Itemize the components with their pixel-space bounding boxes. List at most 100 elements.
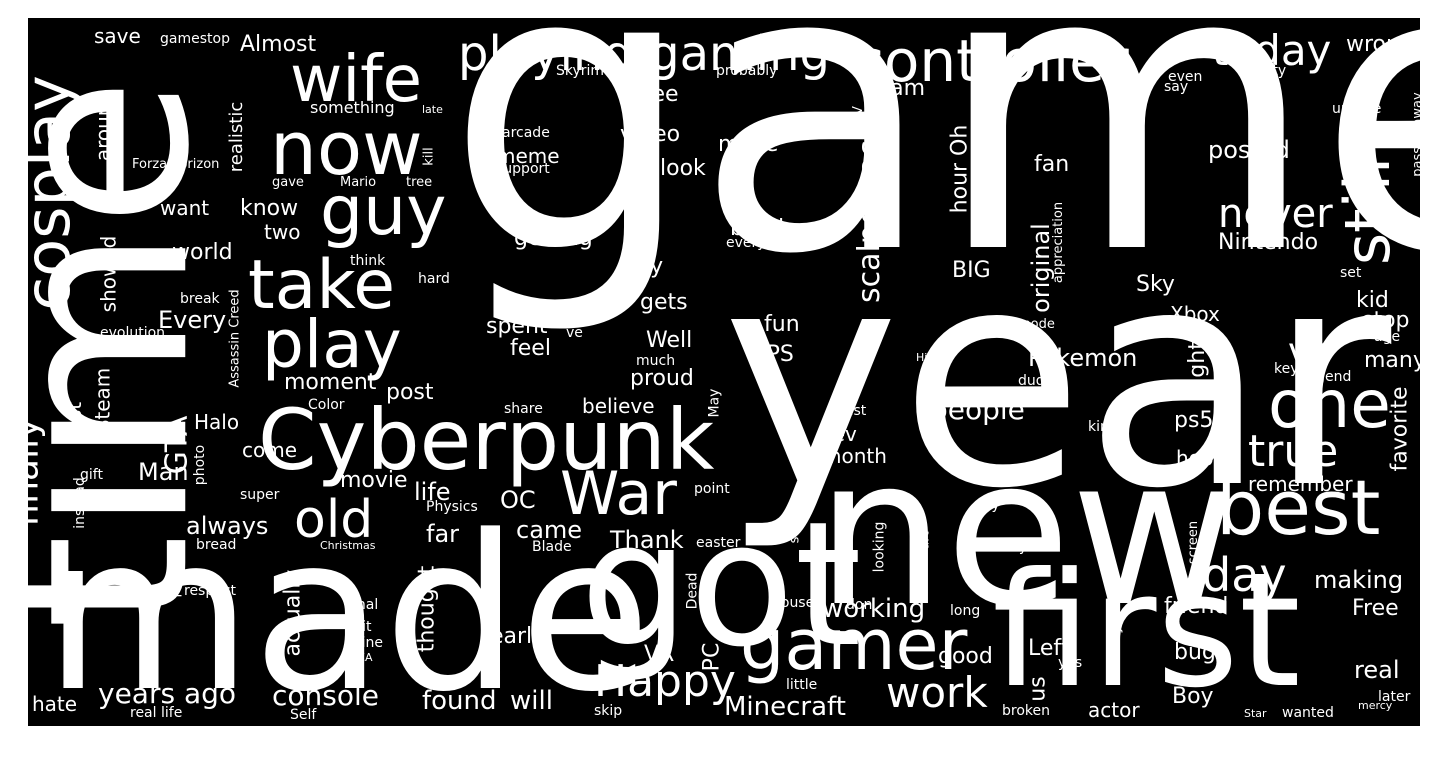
word-war: War <box>560 459 677 529</box>
word-thank: Thank <box>610 526 684 554</box>
word-shit: shit <box>346 619 372 635</box>
word-dev: dev <box>820 422 857 446</box>
word-around: around <box>91 90 116 162</box>
word-making: making <box>1314 566 1404 594</box>
word-work: work <box>886 668 988 717</box>
word-probably: probably <box>716 63 778 79</box>
word-free: Free <box>1352 596 1399 621</box>
word-feel: feel <box>510 336 551 361</box>
word-instead: instead <box>71 477 88 529</box>
word-kill: kill <box>421 147 437 166</box>
word-happy: Happy <box>594 656 736 707</box>
word-little: little <box>786 677 818 693</box>
word-meme: meme <box>496 144 560 168</box>
word-real: real <box>1354 656 1400 684</box>
word-first: first <box>992 539 1301 723</box>
word-dude: dude <box>1018 373 1054 389</box>
word-hope: hope <box>1176 446 1226 470</box>
word-day: day <box>1202 548 1287 602</box>
word-art: art <box>917 531 933 550</box>
word-many: many <box>1364 348 1420 373</box>
word-vr: VR <box>644 642 675 667</box>
word-controller: controller <box>852 27 1129 95</box>
word-mercy: mercy <box>1358 699 1393 712</box>
word-true: true <box>1248 426 1339 477</box>
word-ps5: ps5 <box>1174 408 1214 433</box>
word-made: made <box>44 490 652 726</box>
word-something: something <box>310 98 395 117</box>
word-thought: thought <box>414 565 440 653</box>
word-evolution: evolution <box>100 325 166 341</box>
word-never: never <box>1218 191 1333 237</box>
word-point: point <box>694 481 730 497</box>
word-finished: finished <box>1122 141 1148 229</box>
word-steam: Steam <box>90 367 115 433</box>
word-start: start <box>969 133 985 164</box>
word-original: original <box>1026 223 1055 313</box>
word-working: working <box>822 594 926 624</box>
word-late: late <box>422 103 443 116</box>
word-world: world <box>172 240 233 265</box>
word-look: look <box>660 156 706 181</box>
word-showed: showed <box>96 235 121 313</box>
word-update: update <box>1332 101 1382 117</box>
word-mode: mode <box>1018 317 1055 332</box>
word-tree: tree <box>406 175 433 190</box>
word-skyrim: Skyrim <box>556 63 605 79</box>
word-still: still <box>1331 156 1405 266</box>
word-final: Final <box>346 597 379 613</box>
word-proud: proud <box>630 366 694 391</box>
word-bread: bread <box>196 537 237 553</box>
word-video: video <box>620 122 681 147</box>
word-respect: respect <box>184 583 237 599</box>
word-life: life <box>414 478 451 506</box>
word-star: Star <box>1244 707 1267 720</box>
word-self: Self <box>290 707 317 723</box>
word-history: History <box>916 351 956 364</box>
word-will: will <box>510 686 553 716</box>
word-gift: gift <box>80 467 103 483</box>
word-vs: vs <box>1288 331 1329 372</box>
word-fps: FPS <box>754 342 794 367</box>
word-ve: ve <box>566 325 583 341</box>
word-key: key <box>1274 361 1299 377</box>
word-later: later <box>1378 689 1411 705</box>
word-pretty: pretty <box>1244 63 1287 79</box>
word-year: year <box>722 205 1392 554</box>
word-always: always <box>186 512 269 540</box>
word-people: people <box>930 393 1025 426</box>
word-fun: fun <box>764 312 800 337</box>
word-cosplay: cosplay <box>28 75 84 311</box>
word-super: super <box>240 487 280 503</box>
word-guy: guy <box>320 172 447 251</box>
word-think: think <box>350 253 386 269</box>
word-far: far <box>426 520 460 548</box>
word-screen: screen <box>1186 520 1202 565</box>
word-love: love <box>618 172 665 256</box>
word-finally: finally <box>28 417 47 527</box>
word-console: console <box>272 679 379 712</box>
word-photo: photo <box>192 444 209 486</box>
word-actually: actually <box>280 569 306 657</box>
word-hate: hate <box>32 692 78 716</box>
word-share: share <box>504 401 543 417</box>
word-post: post <box>386 380 434 405</box>
word-past: past <box>836 403 867 419</box>
word-set: set <box>1340 265 1362 281</box>
word-old: old <box>294 490 374 550</box>
word-favorite: favorite <box>1387 386 1413 472</box>
word-broken: broken <box>1002 703 1050 719</box>
word-moment: moment <box>284 370 377 395</box>
word-new: new <box>816 415 1238 652</box>
word-playing-gaming: playing gaming <box>458 26 830 82</box>
word-team: team <box>868 76 926 101</box>
word-gets: gets <box>640 290 688 315</box>
word-wrong: wrong <box>1346 32 1414 57</box>
word-say: say <box>1164 79 1189 95</box>
word-gamer: gamer <box>740 604 968 686</box>
word-save: save <box>94 24 141 48</box>
word-wanted: wanted <box>1282 705 1334 721</box>
word-mostly: mostly <box>980 539 1028 555</box>
word-cry: Cry <box>976 497 1000 513</box>
word-christmas: Christmas <box>320 539 376 552</box>
